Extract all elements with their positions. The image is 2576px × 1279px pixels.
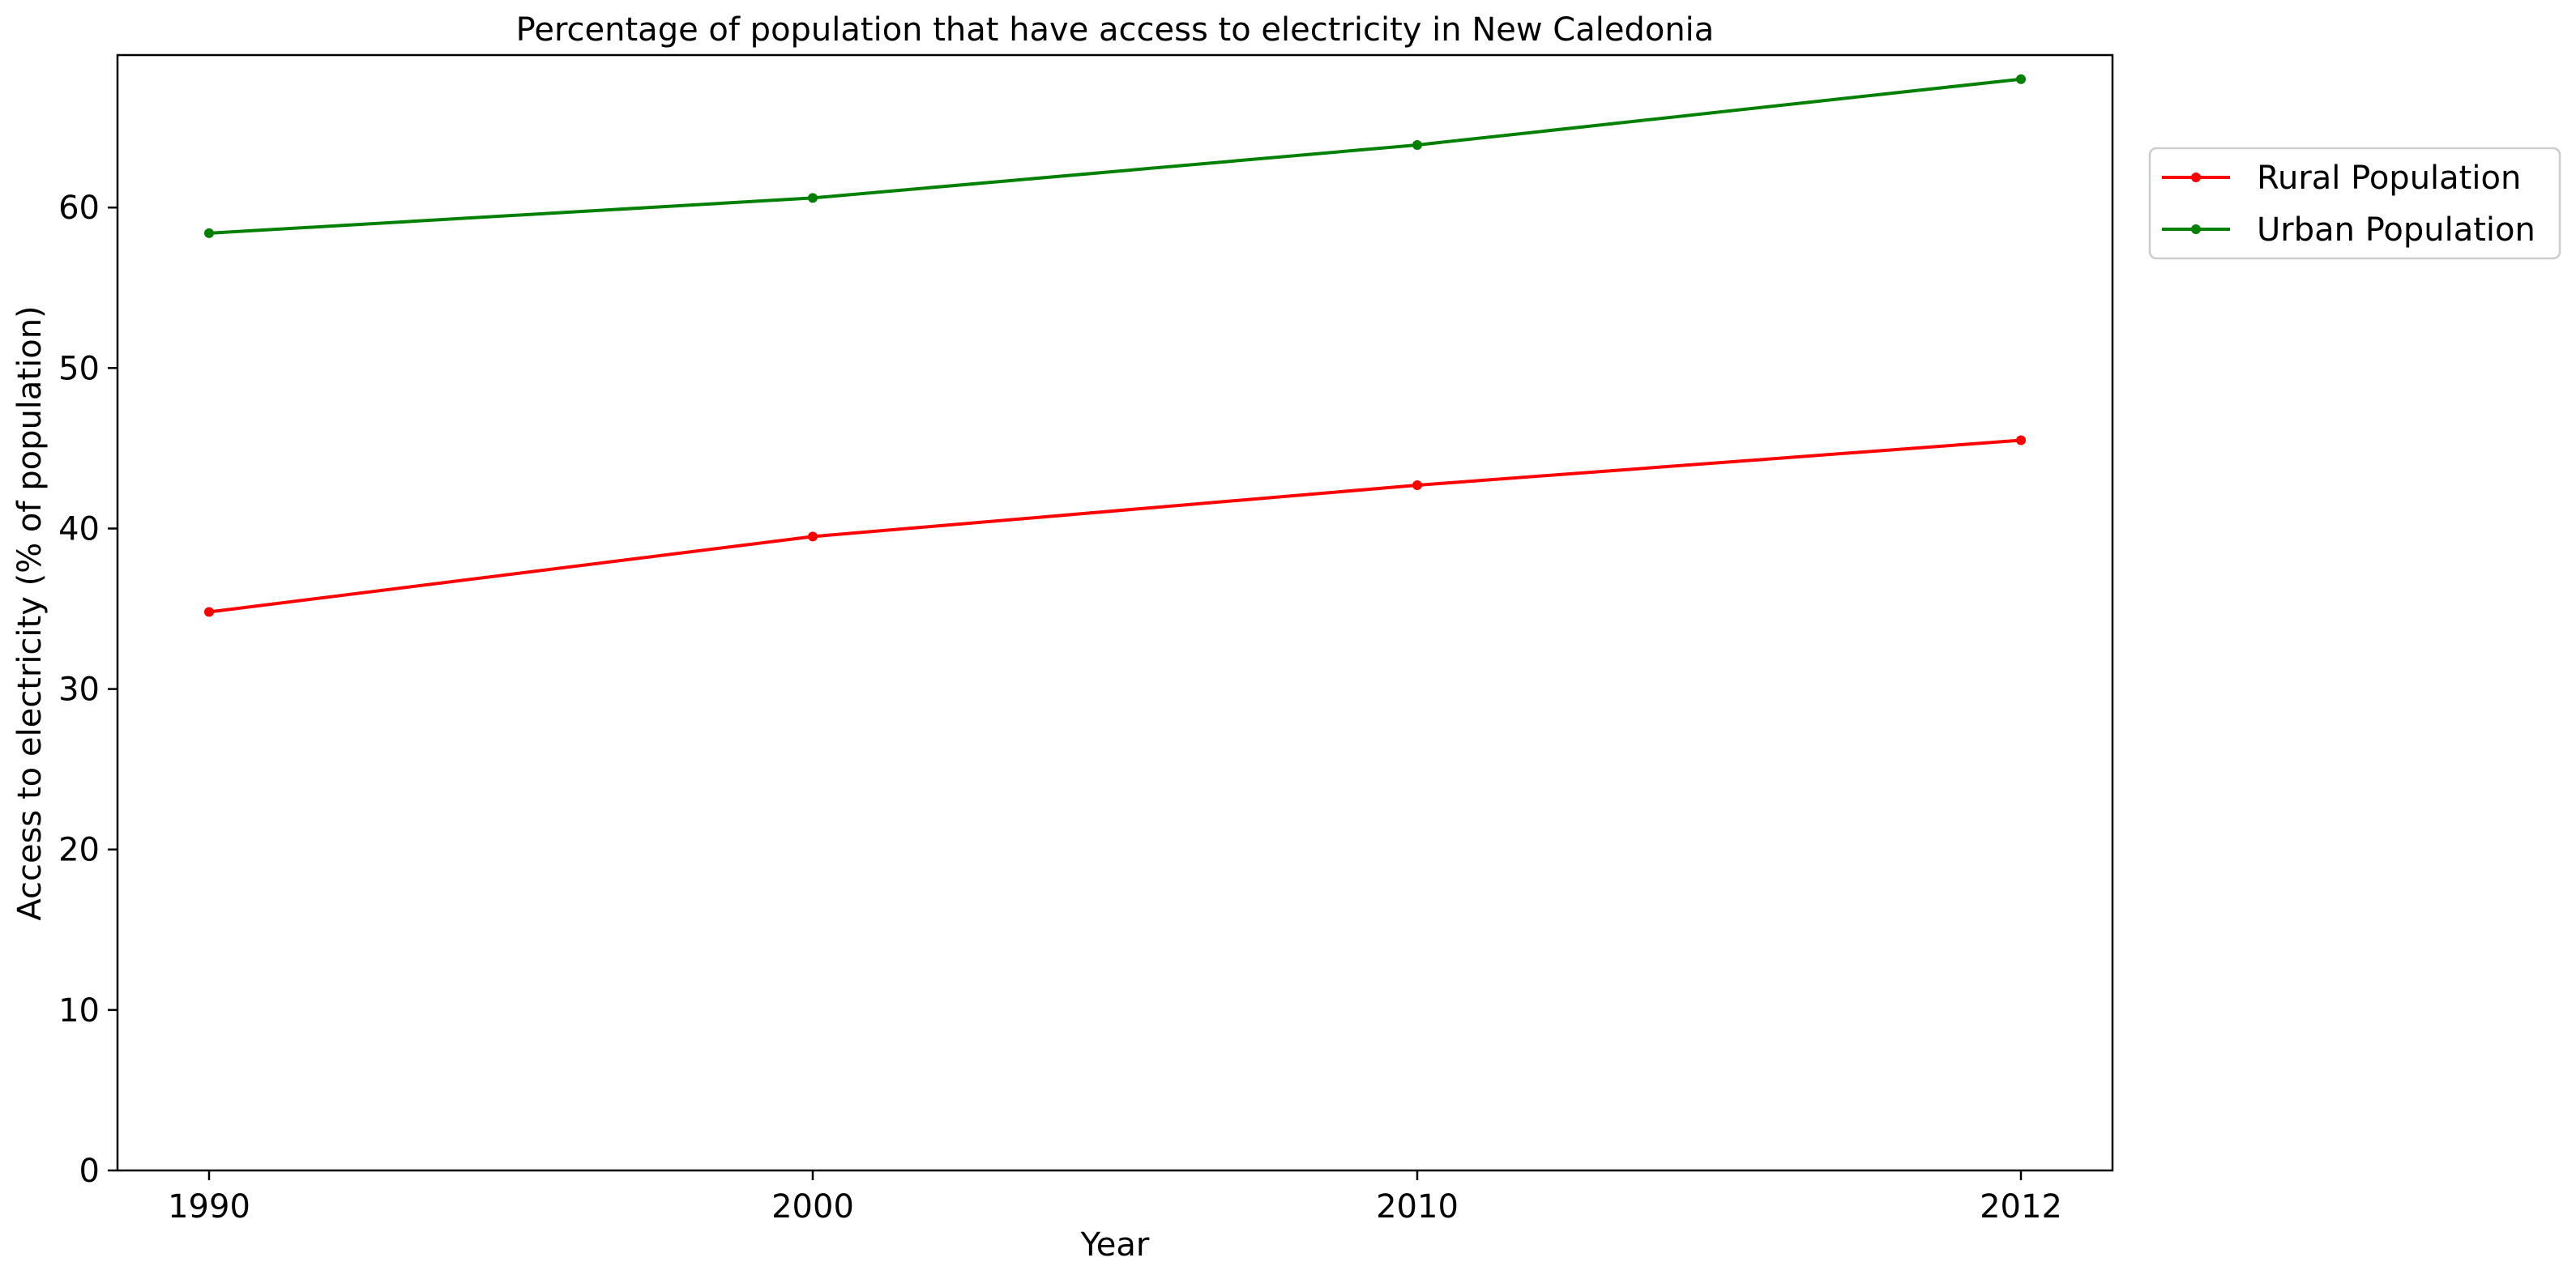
y-axis: 0 10 20 30 40 50 60 xyxy=(58,190,117,1190)
legend-swatch-marker xyxy=(2191,173,2201,182)
series-line-0 xyxy=(208,438,2022,614)
x-tick-label: 1990 xyxy=(168,1188,250,1226)
legend-label: Urban Population xyxy=(2257,211,2535,249)
data-point xyxy=(2016,435,2026,446)
chart-title: Percentage of population that have acces… xyxy=(516,11,1715,49)
data-point xyxy=(808,531,818,542)
legend: Rural Population Urban Population xyxy=(2148,147,2561,260)
x-axis: 1990 2000 2010 2012 xyxy=(168,1170,2062,1226)
legend-swatch-marker xyxy=(2191,224,2201,234)
legend-label: Rural Population xyxy=(2257,160,2521,197)
plot-frame xyxy=(116,53,2114,1172)
x-tick-label: 2012 xyxy=(1980,1188,2062,1226)
data-point xyxy=(1412,480,1422,490)
data-point xyxy=(2016,74,2026,84)
y-tick-label: 40 xyxy=(58,510,100,548)
legend-frame xyxy=(2148,147,2561,260)
x-axis-label: Year xyxy=(1080,1226,1150,1264)
data-point xyxy=(808,193,818,203)
data-point xyxy=(204,228,214,238)
y-tick-label: 30 xyxy=(58,671,100,709)
y-axis-label: Access to electricity (% of population) xyxy=(11,305,49,920)
data-point xyxy=(1412,139,1422,150)
series-layer xyxy=(204,74,2026,617)
series-line-1 xyxy=(208,77,2022,235)
y-tick-label: 0 xyxy=(79,1153,100,1190)
y-tick-label: 20 xyxy=(58,832,100,869)
x-tick-label: 2000 xyxy=(771,1188,854,1226)
data-point xyxy=(204,607,214,617)
y-tick-label: 60 xyxy=(58,190,100,227)
y-tick-label: 50 xyxy=(58,350,100,387)
y-tick-label: 10 xyxy=(58,992,100,1030)
x-tick-label: 2010 xyxy=(1376,1188,1459,1226)
plot-area xyxy=(116,53,2114,1172)
